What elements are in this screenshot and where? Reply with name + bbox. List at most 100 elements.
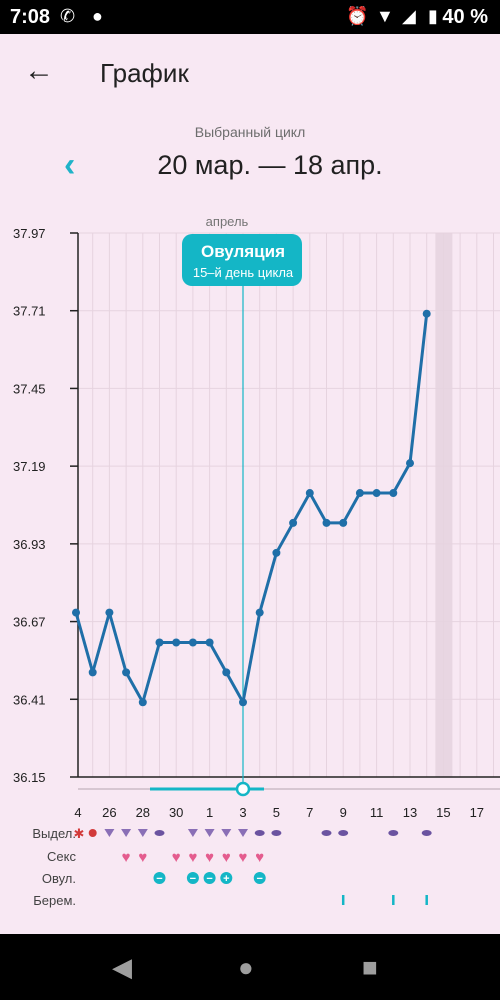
- system-navigation-bar: ◀ ● ■: [0, 934, 500, 1000]
- discharge-icon: [121, 829, 132, 837]
- discharge-icon: [254, 830, 265, 836]
- y-tick-label: 37.97: [13, 226, 46, 241]
- discharge-icon: [154, 830, 165, 836]
- ovulation-tooltip-subtitle: 15–й день цикла: [193, 265, 294, 280]
- temperature-point: [155, 638, 164, 647]
- heart-icon: ♥: [138, 849, 147, 866]
- spotting-icon: ✱: [74, 826, 85, 841]
- discharge-icon: [388, 830, 399, 836]
- heart-icon: ♥: [172, 849, 181, 866]
- y-tick-label: 36.93: [13, 537, 46, 552]
- ovulation-test-sign: +: [223, 873, 229, 885]
- row-label-discharge: Выдел.: [32, 826, 76, 841]
- previous-cycle-chevron-icon[interactable]: ‹: [64, 146, 76, 184]
- symptom-markers: ✱♥ ♥ ♥ ♥ ♥ ♥ ♥ ♥− − − + −: [74, 826, 432, 905]
- page-title: График: [100, 58, 189, 88]
- temperature-point: [255, 608, 264, 617]
- x-tick-label: 5: [273, 805, 280, 820]
- ovulation-test-sign: −: [256, 873, 262, 885]
- battery-level: 40 %: [442, 6, 488, 28]
- row-label-pregnancy-test: Берем.: [33, 893, 76, 908]
- ovulation-tooltip-title: Овуляция: [201, 242, 285, 261]
- discharge-icon: [338, 830, 349, 836]
- temperature-point: [406, 459, 414, 468]
- discharge-icon: [104, 829, 115, 837]
- nav-home-icon[interactable]: ●: [238, 952, 254, 982]
- temperature-point: [289, 518, 298, 527]
- blood-drop-icon: [88, 829, 97, 837]
- heart-icon: ♥: [239, 849, 248, 866]
- ovulation-test-sign: −: [206, 873, 212, 885]
- ovulation-test-negative-icon: [203, 872, 216, 884]
- discharge-icon: [204, 829, 215, 837]
- temperature-points: [72, 309, 431, 707]
- temperature-point: [172, 638, 181, 647]
- x-tick-label: 11: [370, 805, 384, 820]
- temperature-point: [355, 489, 364, 498]
- ovulation-test-sign: −: [156, 873, 162, 885]
- discharge-icon: [421, 830, 432, 836]
- temperature-point: [422, 309, 431, 318]
- discharge-icon: [271, 830, 282, 836]
- signal-icon: ◢: [402, 6, 416, 26]
- temperature-point: [72, 608, 80, 617]
- selected-cycle-label: Выбранный цикл: [194, 124, 306, 140]
- discharge-icon: [238, 829, 248, 837]
- y-tick-label: 36.67: [13, 615, 46, 630]
- y-tick-label: 36.15: [13, 770, 46, 785]
- discharge-icon: [187, 829, 198, 837]
- temperature-point: [389, 489, 398, 498]
- whatsapp-icon: ✆: [60, 6, 76, 26]
- temperature-chart[interactable]: 37.97 37.71 37.45 37.19 36.93 36.67 36.41 36.15…: [0, 210, 500, 930]
- temperature-point: [188, 638, 197, 647]
- y-tick-labels: 37.97 37.71 37.45 37.19 36.93 36.67 36.41 36.15: [13, 226, 78, 785]
- x-tick-label: 28: [136, 805, 150, 820]
- ovulation-test-negative-icon: [186, 872, 199, 884]
- heart-icon: ♥: [205, 849, 214, 866]
- temperature-point: [105, 608, 114, 617]
- app-bar: ← График: [0, 34, 500, 114]
- discharge-icon: [321, 830, 332, 836]
- status-time: 7:08: [10, 6, 51, 28]
- timeline-scrubber[interactable]: [78, 781, 500, 797]
- temperature-point: [205, 638, 214, 647]
- x-tick-label: 30: [169, 805, 183, 820]
- nav-back-icon[interactable]: ◀: [112, 952, 132, 982]
- back-arrow-icon[interactable]: ←: [24, 54, 54, 87]
- temperature-point: [322, 518, 331, 527]
- x-tick-label: 3: [239, 805, 246, 820]
- y-tick-label: 37.45: [13, 381, 46, 396]
- y-tick-label: 37.71: [13, 304, 46, 319]
- ovulation-tooltip: Овуляция 15–й день цикла: [182, 234, 302, 286]
- heart-icon: ♥: [188, 849, 197, 866]
- ovulation-test-positive-icon: [220, 872, 233, 884]
- y-tick-label: 36.41: [13, 692, 46, 707]
- heart-icon: ♥: [222, 849, 231, 866]
- x-tick-labels: 4 26 28 30 1 3 5 7 9 11 13 15 17: [74, 805, 484, 820]
- x-tick-label: 1: [206, 805, 213, 820]
- row-label-sex: Секс: [47, 849, 76, 864]
- discharge-icon: [221, 829, 232, 837]
- temperature-point: [122, 668, 131, 677]
- ovulation-test-negative-icon: [153, 872, 166, 884]
- wifi-icon: ▼: [376, 6, 394, 26]
- symptom-row-labels: Выдел. Секс Овул. Берем.: [32, 826, 76, 908]
- x-tick-label: 17: [470, 805, 484, 820]
- x-tick-label: 26: [102, 805, 116, 820]
- temperature-point: [272, 548, 281, 557]
- nav-recents-icon[interactable]: ■: [362, 952, 378, 982]
- battery-icon: ▮: [428, 6, 438, 26]
- alarm-icon: ⏰: [346, 6, 369, 26]
- heart-icon: ♥: [255, 849, 264, 866]
- x-tick-label: 7: [306, 805, 313, 820]
- temperature-point: [339, 518, 348, 527]
- temperature-point: [88, 668, 97, 677]
- temperature-point: [372, 489, 381, 498]
- cycle-date-range: 20 мар. — 18 апр.: [157, 150, 383, 180]
- y-tick-label: 37.19: [13, 459, 46, 474]
- notification-icon: ●: [92, 6, 103, 26]
- scrubber-handle[interactable]: [235, 781, 251, 797]
- status-bar: 7:08 ✆ ● ⏰ ▼ ◢ ▮ 40 %: [0, 0, 500, 34]
- heart-icon: ♥: [122, 849, 131, 866]
- x-tick-label: 13: [403, 805, 417, 820]
